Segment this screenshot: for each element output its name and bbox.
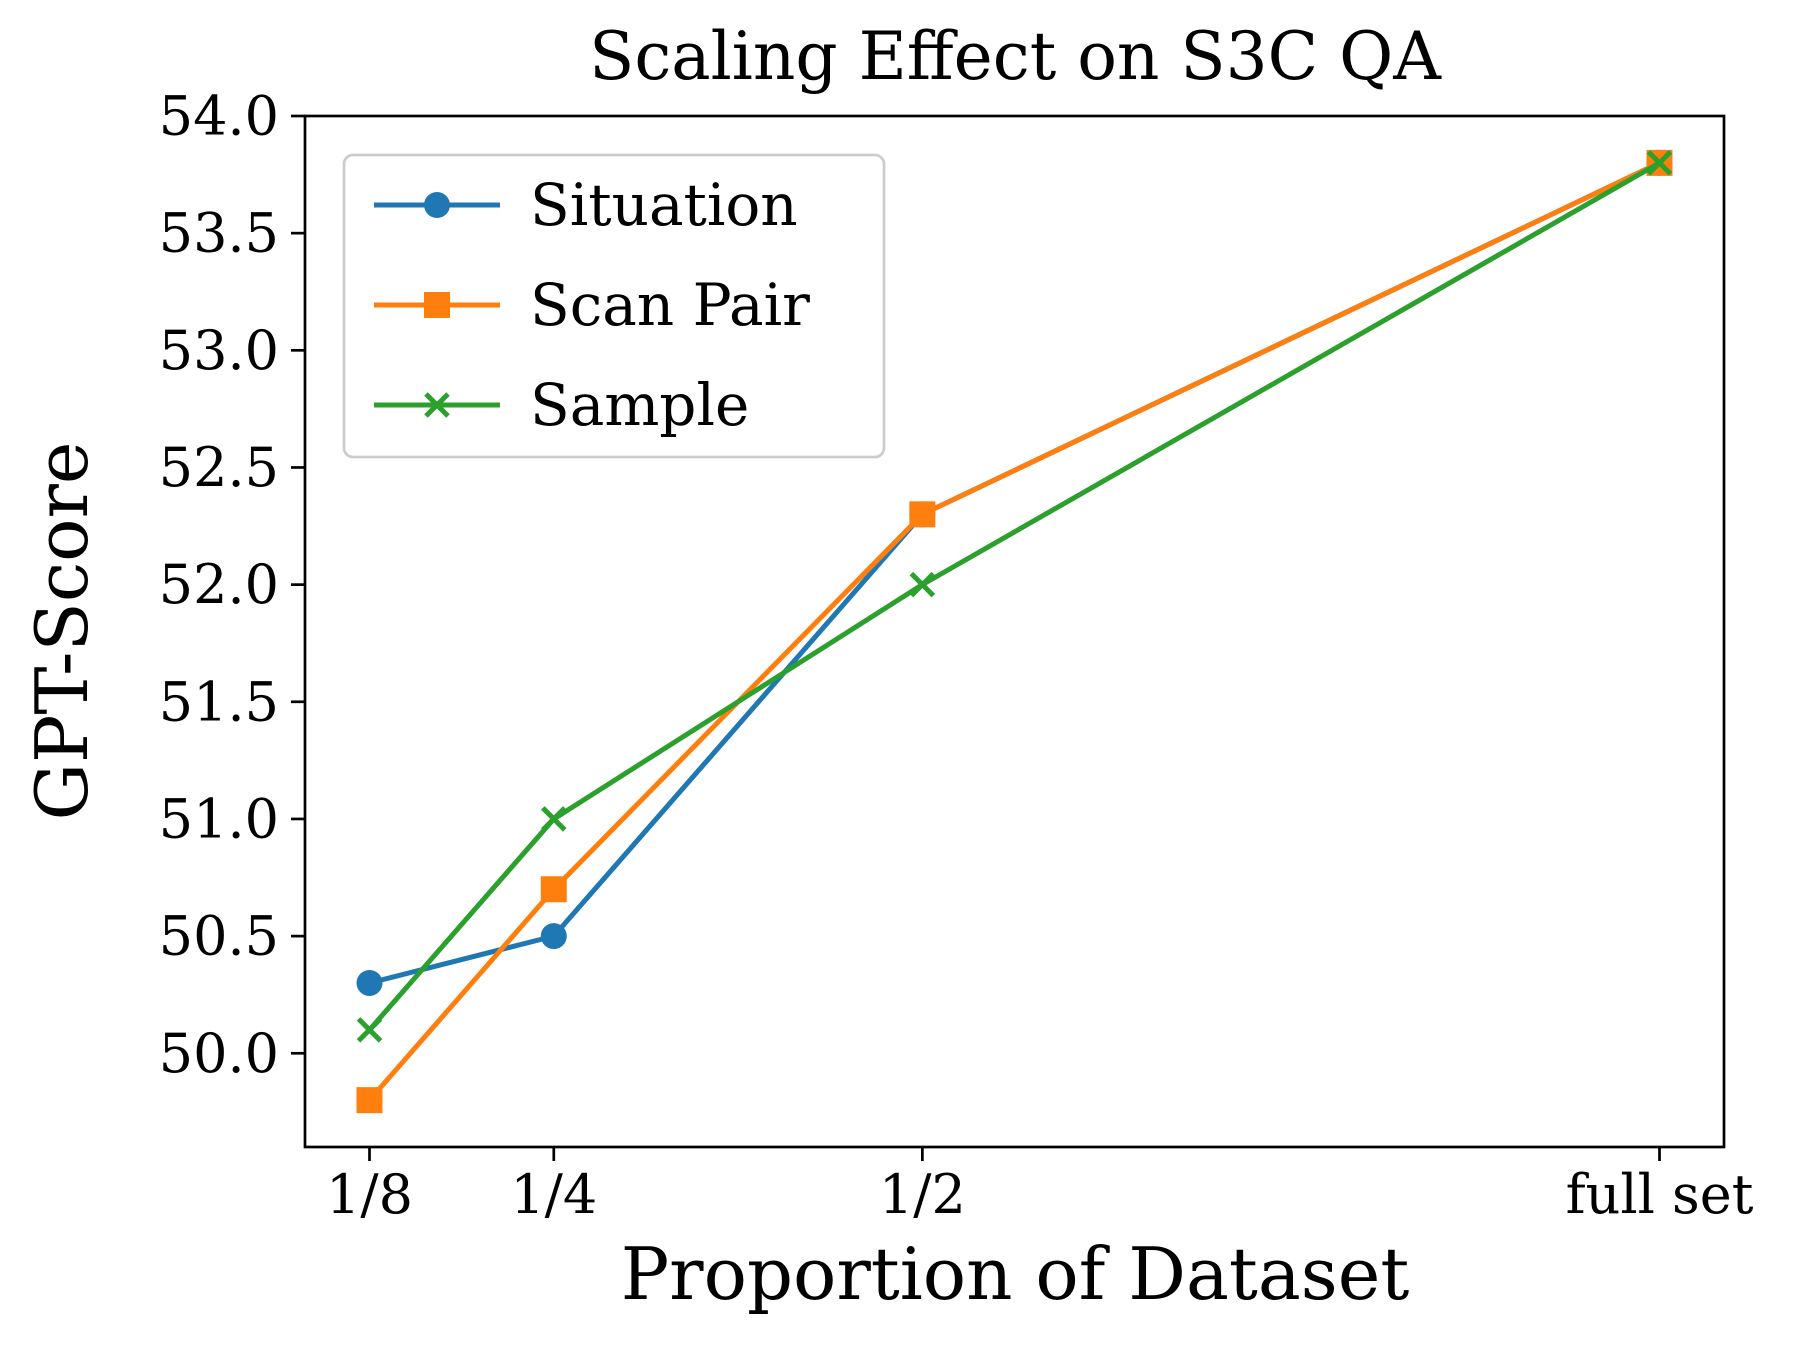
- y-tick-label: 53.5: [159, 202, 279, 265]
- x-tick-label: 1/2: [879, 1163, 966, 1226]
- marker-sample: [356, 1017, 383, 1043]
- marker-sample: [541, 806, 567, 832]
- x-tick-label: full set: [1566, 1163, 1754, 1226]
- y-tick-label: 52.5: [159, 436, 279, 499]
- x-tick-label: 1/8: [326, 1163, 413, 1226]
- legend-label-scan-pair: Scan Pair: [530, 271, 810, 339]
- marker-situation: [356, 969, 383, 996]
- y-axis-label: GPT-Score: [20, 441, 104, 821]
- marker-sample: [909, 571, 936, 598]
- y-tick-label: 53.0: [159, 319, 279, 382]
- chart-title: Scaling Effect on S3C QA: [589, 18, 1441, 95]
- legend-marker-situation: [424, 192, 450, 218]
- marker-situation: [540, 923, 567, 950]
- legend-marker-scan-pair: [424, 292, 450, 318]
- marker-sample: [1646, 150, 1673, 176]
- marker-scan-pair: [356, 1087, 383, 1114]
- series-line-sample: [367, 160, 1661, 1032]
- y-tick-label: 51.0: [159, 787, 279, 850]
- marker-scan-pair: [909, 501, 936, 528]
- x-tick-label: 1/4: [510, 1163, 597, 1226]
- legend-label-situation: Situation: [530, 171, 798, 239]
- y-tick-label: 51.5: [159, 670, 279, 733]
- marker-scan-pair: [540, 876, 567, 903]
- legend-marker-sample: [424, 392, 450, 418]
- legend-box: [342, 153, 886, 459]
- y-tick-label: 54.0: [159, 85, 279, 148]
- y-tick-label: 50.5: [159, 905, 279, 968]
- y-tick-label: 50.0: [159, 1022, 279, 1085]
- plot-frame: [303, 114, 1726, 1149]
- y-tick-label: 52.0: [159, 553, 279, 616]
- x-axis-label: Proportion of Dataset: [620, 1232, 1410, 1316]
- legend-label-sample: Sample: [530, 371, 749, 439]
